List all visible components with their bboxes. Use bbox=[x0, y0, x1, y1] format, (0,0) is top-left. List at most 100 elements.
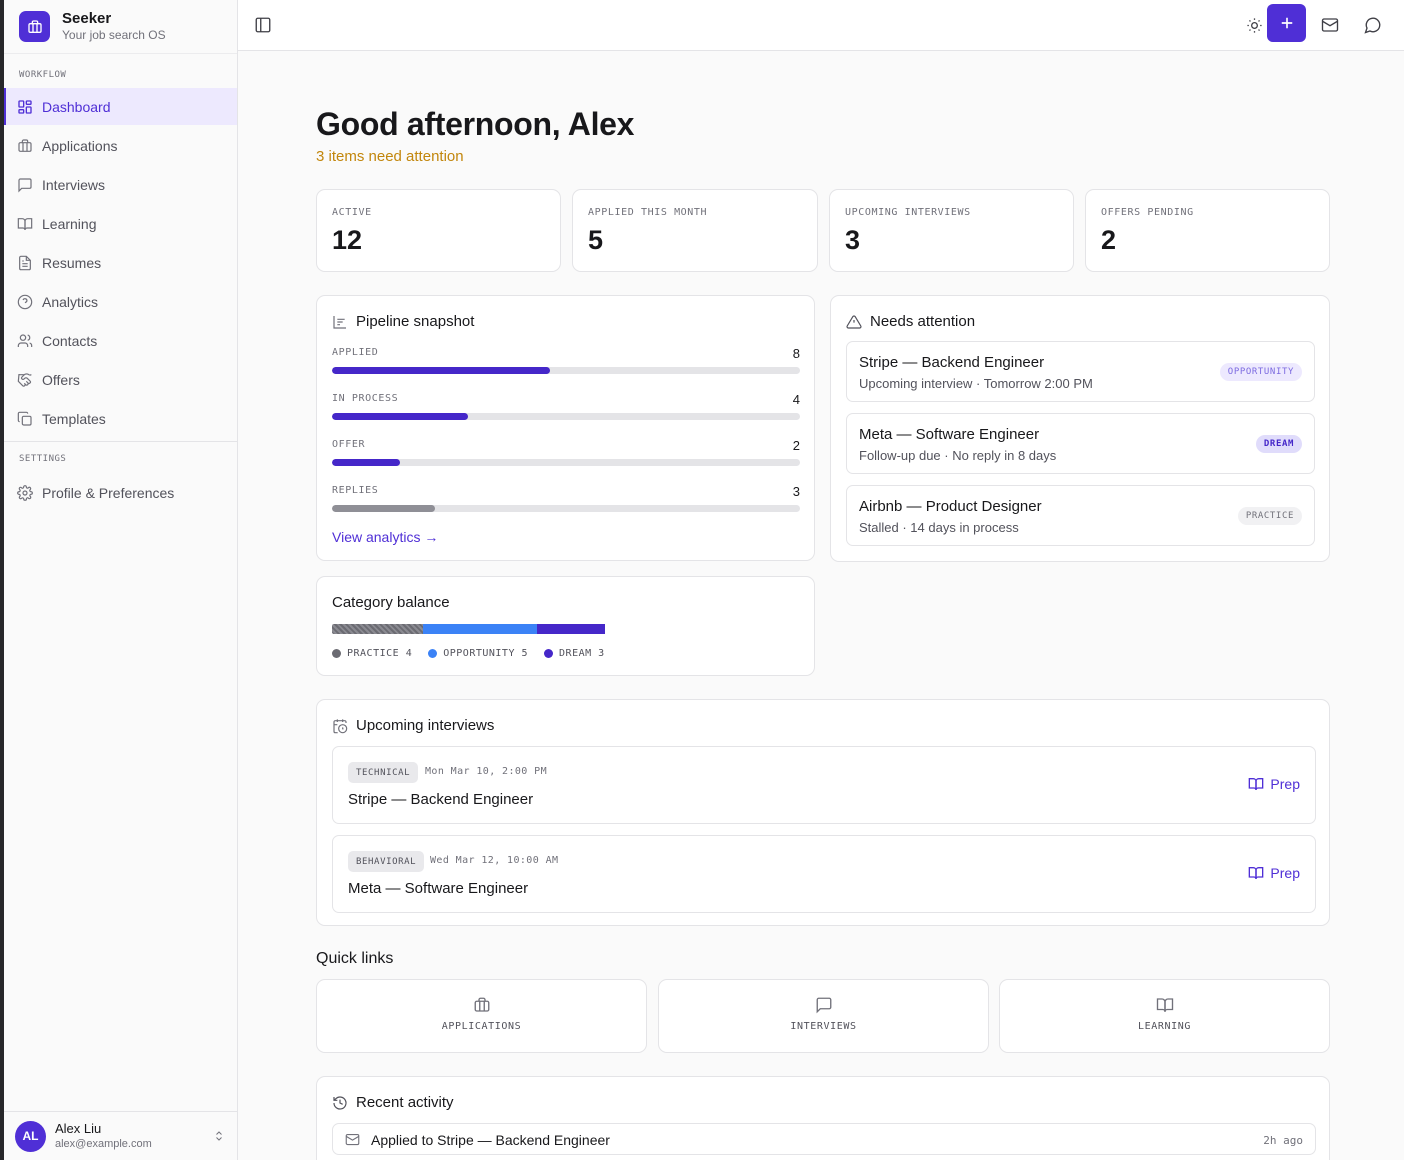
stat-label: OFFERS PENDING bbox=[1101, 207, 1194, 218]
history-icon bbox=[332, 1095, 348, 1111]
message-square-icon bbox=[815, 996, 833, 1014]
prep-button[interactable]: Prep bbox=[1248, 776, 1300, 792]
card-title: Recent activity bbox=[332, 1094, 454, 1111]
sidebar-item-applications[interactable]: Applications bbox=[4, 127, 237, 164]
stat-card-applied-this-month[interactable]: APPLIED THIS MONTH 5 bbox=[572, 189, 818, 272]
sidebar-item-contacts[interactable]: Contacts bbox=[4, 322, 237, 359]
legend-count: 5 bbox=[521, 648, 529, 659]
sidebar-item-label: Applications bbox=[42, 137, 118, 154]
quick-link-interviews[interactable]: INTERVIEWS bbox=[658, 979, 989, 1053]
needs-attention-card: Needs attention Stripe — Backend Enginee… bbox=[830, 295, 1330, 562]
brand[interactable]: Seeker Your job search OS bbox=[4, 0, 237, 54]
mail-icon bbox=[345, 1132, 360, 1147]
sidebar-item-label: Dashboard bbox=[42, 98, 111, 115]
pipeline-fill bbox=[332, 367, 550, 374]
prep-button[interactable]: Prep bbox=[1248, 865, 1300, 881]
sidebar-item-label: Learning bbox=[42, 215, 97, 232]
stat-card-active[interactable]: ACTIVE 12 bbox=[316, 189, 561, 272]
plus-icon bbox=[1278, 14, 1296, 32]
attention-item-subtitle: Upcoming interview · Tomorrow 2:00 PM bbox=[859, 376, 1093, 391]
pipeline-track bbox=[332, 413, 800, 420]
legend-dot bbox=[544, 649, 554, 658]
message-square-icon bbox=[16, 176, 34, 194]
view-analytics-link[interactable]: View analytics → bbox=[332, 529, 439, 545]
category-badge: OPPORTUNITY bbox=[1219, 363, 1302, 381]
add-button[interactable] bbox=[1267, 4, 1306, 42]
sidebar-item-resumes[interactable]: Resumes bbox=[4, 244, 237, 281]
pipeline-fill bbox=[332, 459, 400, 466]
activity-item[interactable]: Applied to Stripe — Backend Engineer 2h … bbox=[332, 1123, 1316, 1155]
category-badge: DREAM bbox=[1255, 435, 1302, 453]
toggle-sidebar-button[interactable] bbox=[245, 8, 281, 42]
pipeline-label: REPLIES bbox=[332, 485, 379, 496]
topbar bbox=[238, 0, 1404, 51]
legend-count: 4 bbox=[405, 648, 413, 659]
attention-item-title: Airbnb — Product Designer bbox=[859, 498, 1042, 515]
card-title: Upcoming interviews bbox=[332, 717, 494, 734]
page-title: Good afternoon, Alex bbox=[316, 106, 635, 142]
card-title-text: Category balance bbox=[332, 594, 450, 611]
bar-chart-icon bbox=[332, 314, 348, 330]
mail-button[interactable] bbox=[1312, 8, 1348, 42]
card-title: Pipeline snapshot bbox=[332, 313, 474, 330]
attention-item-title: Meta — Software Engineer bbox=[859, 426, 1040, 443]
upcoming-interviews-card: Upcoming interviews TECHNICAL Mon Mar 10… bbox=[316, 699, 1330, 926]
section-label-workflow: WORKFLOW bbox=[19, 70, 67, 80]
interview-title: Meta — Software Engineer bbox=[348, 880, 529, 897]
legend-dot bbox=[428, 649, 438, 658]
card-title: Category balance bbox=[332, 594, 450, 611]
sidebar-item-templates[interactable]: Templates bbox=[4, 400, 237, 437]
stat-label: APPLIED THIS MONTH bbox=[588, 207, 708, 218]
interview-title: Stripe — Backend Engineer bbox=[348, 791, 534, 808]
sidebar-item-label: Offers bbox=[42, 371, 80, 388]
brand-subtitle: Your job search OS bbox=[62, 28, 166, 42]
quick-link-applications[interactable]: APPLICATIONS bbox=[316, 979, 647, 1053]
stat-label: UPCOMING INTERVIEWS bbox=[845, 207, 971, 218]
attention-item[interactable]: Meta — Software Engineer Follow-up due ·… bbox=[846, 413, 1315, 474]
attention-item[interactable]: Airbnb — Product Designer Stalled · 14 d… bbox=[846, 485, 1315, 546]
recent-activity-card: Recent activity Applied to Stripe — Back… bbox=[316, 1076, 1330, 1160]
sidebar: Seeker Your job search OS WORKFLOW Dashb… bbox=[4, 0, 238, 1160]
interview-item[interactable]: TECHNICAL Mon Mar 10, 2:00 PM Stripe — B… bbox=[332, 746, 1316, 824]
prep-label: Prep bbox=[1270, 776, 1300, 792]
legend-item-practice: PRACTICE 4 bbox=[332, 648, 412, 659]
dashboard-icon bbox=[16, 98, 34, 116]
legend-dot bbox=[332, 649, 341, 658]
stat-card-upcoming-interviews[interactable]: UPCOMING INTERVIEWS 3 bbox=[829, 189, 1074, 272]
user-email: alex@example.com bbox=[55, 1138, 152, 1150]
sun-icon bbox=[1246, 17, 1263, 34]
mail-icon bbox=[1321, 16, 1339, 34]
stat-card-offers-pending[interactable]: OFFERS PENDING 2 bbox=[1085, 189, 1330, 272]
attention-summary[interactable]: 3 items need attention bbox=[316, 148, 464, 165]
quick-links-title: Quick links bbox=[316, 950, 394, 967]
book-open-icon bbox=[1248, 776, 1270, 792]
interview-item[interactable]: BEHAVIORAL Wed Mar 12, 10:00 AM Meta — S… bbox=[332, 835, 1316, 913]
sidebar-item-analytics[interactable]: Analytics bbox=[4, 283, 237, 320]
sidebar-item-dashboard[interactable]: Dashboard bbox=[4, 88, 237, 125]
pipeline-fill bbox=[332, 413, 468, 420]
chat-button[interactable] bbox=[1355, 8, 1391, 42]
pipeline-track bbox=[332, 367, 800, 374]
card-title: Needs attention bbox=[846, 313, 975, 330]
interview-date: Wed Mar 12, 10:00 AM bbox=[430, 855, 559, 866]
pipeline-label: APPLIED bbox=[332, 347, 379, 358]
attention-item[interactable]: Stripe — Backend Engineer Upcoming inter… bbox=[846, 341, 1315, 402]
activity-text: Applied to Stripe — Backend Engineer bbox=[371, 1132, 610, 1148]
stat-value: 2 bbox=[1101, 225, 1117, 255]
stat-value: 5 bbox=[588, 225, 604, 255]
sidebar-item-interviews[interactable]: Interviews bbox=[4, 166, 237, 203]
sidebar-item-offers[interactable]: Offers bbox=[4, 361, 237, 398]
theme-toggle-button[interactable] bbox=[1236, 8, 1272, 42]
quick-link-learning[interactable]: LEARNING bbox=[999, 979, 1330, 1053]
gear-icon bbox=[16, 484, 34, 502]
pipeline-snapshot-card: Pipeline snapshot APPLIED 8 IN PROCESS 4… bbox=[316, 295, 815, 561]
card-title-text: Pipeline snapshot bbox=[356, 313, 475, 330]
sidebar-item-label: Contacts bbox=[42, 332, 98, 349]
sidebar-item-learning[interactable]: Learning bbox=[4, 205, 237, 242]
legend-label: OPPORTUNITY bbox=[443, 648, 515, 659]
stat-label: ACTIVE bbox=[332, 207, 372, 218]
category-badge: PRACTICE bbox=[1237, 507, 1302, 525]
user-menu[interactable]: AL Alex Liu alex@example.com bbox=[4, 1111, 237, 1160]
legend-count: 3 bbox=[598, 648, 605, 659]
sidebar-item-profile-preferences[interactable]: Profile & Preferences bbox=[4, 474, 237, 511]
